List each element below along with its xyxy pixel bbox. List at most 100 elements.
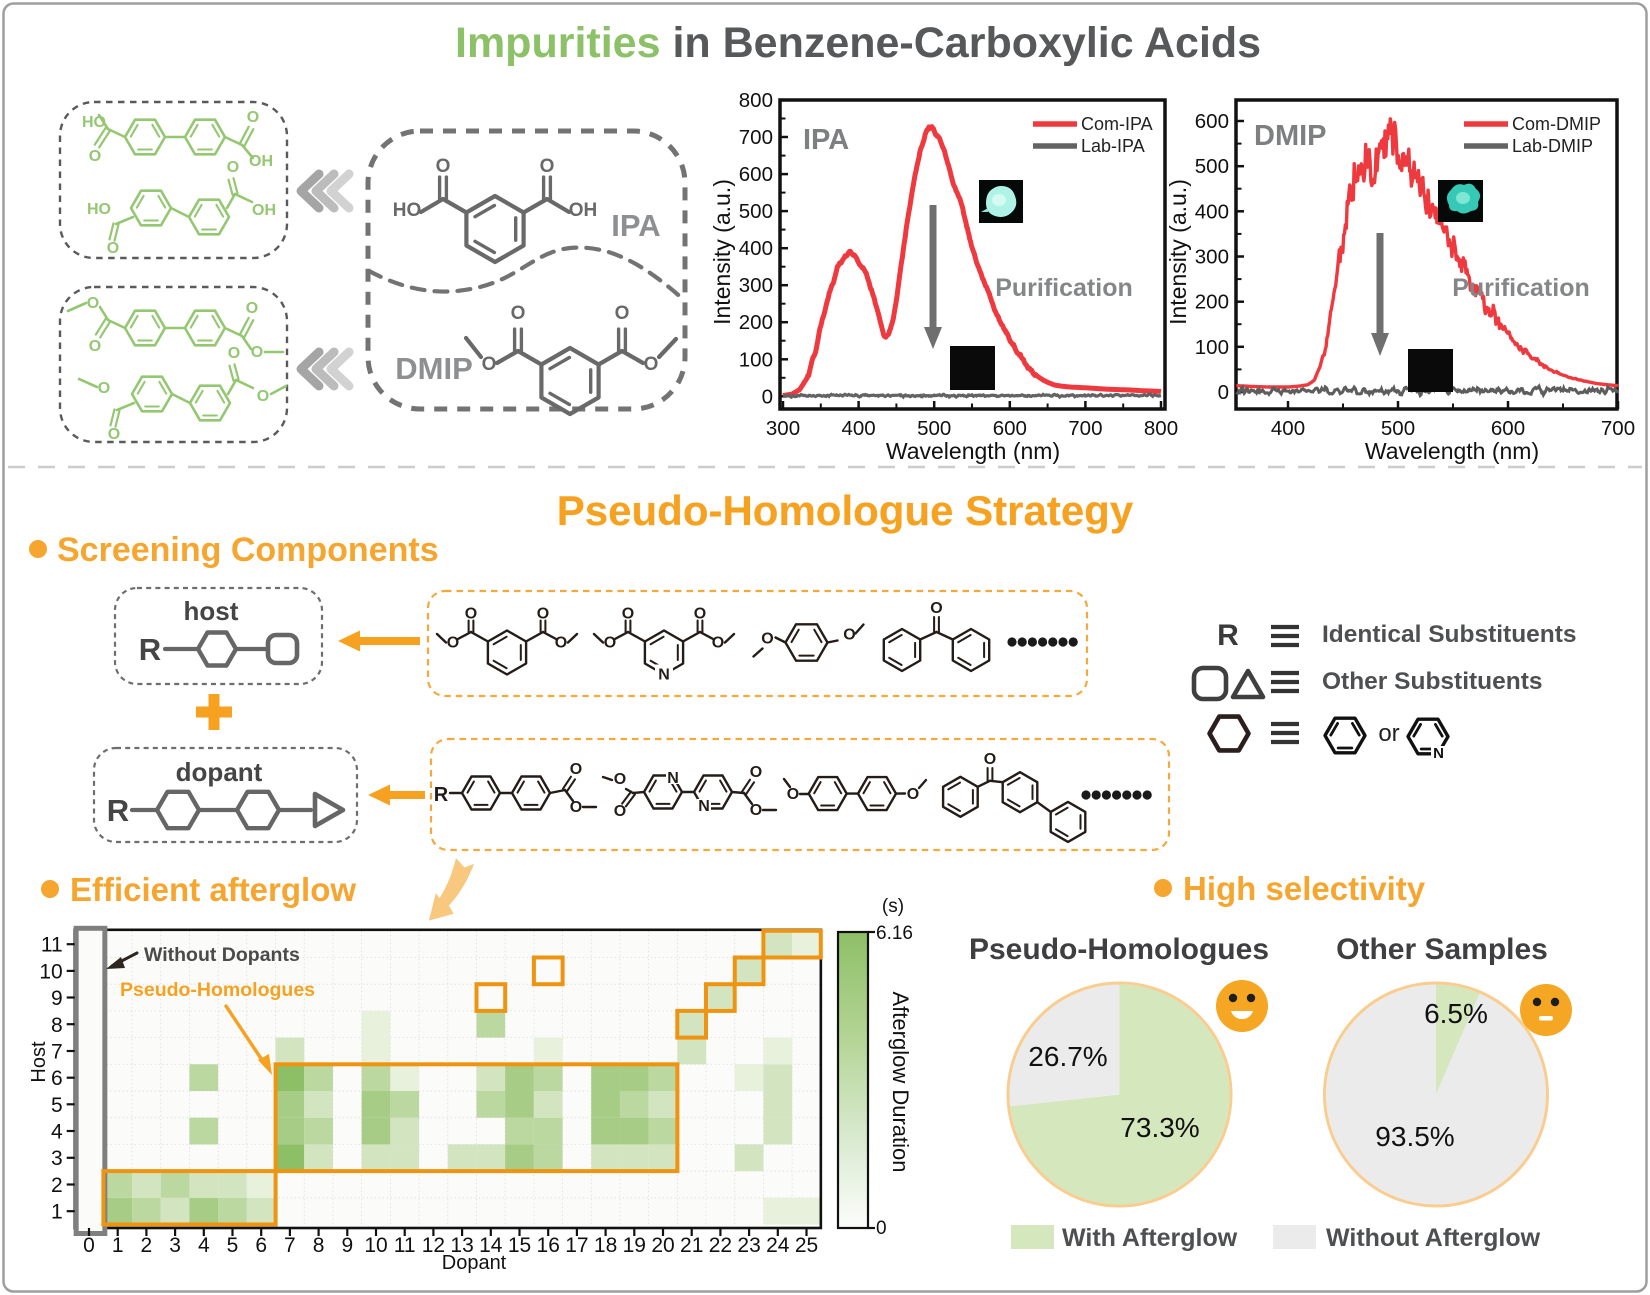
svg-text:11: 11 [394, 1234, 416, 1257]
svg-text:Without Dopants: Without Dopants [144, 944, 300, 966]
svg-text:N: N [667, 770, 679, 787]
svg-text:IPA: IPA [611, 208, 660, 243]
svg-text:O: O [107, 240, 119, 257]
svg-text:7: 7 [284, 1234, 296, 1257]
svg-text:100: 100 [1195, 336, 1229, 359]
svg-text:O: O [907, 786, 919, 803]
svg-text:200: 200 [1195, 291, 1229, 314]
svg-text:2: 2 [51, 1174, 63, 1197]
svg-text:O: O [644, 354, 659, 375]
svg-text:O: O [436, 156, 451, 177]
svg-text:7: 7 [51, 1041, 63, 1064]
svg-text:Dopant: Dopant [442, 1252, 507, 1274]
svg-text:Identical Substituents: Identical Substituents [1322, 621, 1577, 648]
svg-text:O: O [482, 354, 497, 375]
svg-text:0: 0 [876, 1218, 887, 1239]
svg-text:700: 700 [1068, 417, 1102, 440]
svg-text:Host: Host [28, 1041, 50, 1083]
svg-text:O: O [540, 156, 555, 177]
svg-text:73.3%: 73.3% [1120, 1112, 1199, 1143]
svg-text:O: O [89, 338, 101, 355]
svg-text:dopant: dopant [176, 757, 263, 787]
svg-text:O: O [465, 606, 477, 623]
svg-text:600: 600 [1195, 110, 1229, 133]
svg-text:4: 4 [51, 1121, 63, 1144]
svg-text:6.16: 6.16 [876, 923, 913, 944]
svg-text:OH: OH [252, 202, 276, 219]
svg-text:0: 0 [1218, 381, 1229, 404]
svg-text:13: 13 [450, 1234, 473, 1257]
svg-text:2: 2 [141, 1234, 153, 1257]
svg-text:N: N [698, 798, 710, 815]
svg-text:Impurities in Benzene-Carboxyl: Impurities in Benzene-Carboxylic Acids [455, 19, 1261, 67]
svg-text:1: 1 [51, 1201, 63, 1224]
svg-text:R: R [107, 793, 129, 828]
svg-text:O: O [570, 761, 582, 778]
svg-text:High selectivity: High selectivity [1183, 870, 1426, 907]
svg-text:18: 18 [594, 1234, 617, 1257]
svg-text:500: 500 [917, 417, 951, 440]
svg-text:600: 600 [739, 163, 773, 186]
svg-text:10: 10 [39, 960, 62, 983]
svg-text:Pseudo-Homologue Strategy: Pseudo-Homologue Strategy [557, 487, 1134, 534]
svg-text:Lab-DMIP: Lab-DMIP [1512, 136, 1593, 156]
svg-text:500: 500 [739, 200, 773, 223]
svg-text:O: O [604, 635, 616, 652]
svg-text:Efficient afterglow: Efficient afterglow [70, 871, 356, 908]
svg-text:O: O [984, 751, 996, 768]
svg-text:500: 500 [1381, 417, 1415, 440]
svg-text:600: 600 [993, 417, 1027, 440]
svg-text:DMIP: DMIP [1254, 120, 1327, 152]
svg-text:14: 14 [479, 1234, 503, 1257]
svg-text:3: 3 [169, 1234, 181, 1257]
svg-text:O: O [555, 635, 567, 652]
svg-text:19: 19 [623, 1234, 646, 1257]
svg-text:Pseudo-Homologues: Pseudo-Homologues [969, 933, 1269, 966]
svg-text:N: N [1433, 745, 1444, 762]
svg-text:O: O [750, 764, 762, 781]
svg-text:R: R [139, 632, 161, 667]
svg-text:O: O [787, 786, 799, 803]
svg-text:O: O [622, 606, 634, 623]
svg-text:100: 100 [739, 348, 773, 371]
svg-text:O: O [89, 148, 101, 165]
svg-text:700: 700 [739, 126, 773, 149]
svg-text:Other Substituents: Other Substituents [1322, 668, 1543, 695]
svg-text:8: 8 [313, 1234, 325, 1257]
svg-text:5: 5 [227, 1234, 239, 1257]
svg-text:(s): (s) [882, 896, 904, 917]
svg-text:O: O [750, 802, 762, 819]
svg-text:Com-IPA: Com-IPA [1081, 114, 1153, 134]
svg-text:20: 20 [651, 1234, 674, 1257]
svg-text:Screening Components: Screening Components [57, 531, 439, 569]
svg-text:17: 17 [565, 1234, 588, 1257]
svg-text:12: 12 [422, 1234, 445, 1257]
svg-text:9: 9 [51, 987, 63, 1010]
svg-text:300: 300 [766, 417, 800, 440]
svg-text:22: 22 [709, 1234, 732, 1257]
svg-text:HO: HO [87, 201, 111, 218]
svg-text:24: 24 [766, 1234, 790, 1257]
svg-text:O: O [694, 606, 706, 623]
svg-text:OH: OH [569, 200, 598, 221]
svg-text:500: 500 [1195, 155, 1229, 178]
svg-text:O: O [247, 109, 259, 126]
svg-text:O: O [614, 771, 626, 788]
svg-text:Other Samples: Other Samples [1336, 933, 1548, 966]
svg-text:O: O [98, 380, 110, 397]
svg-text:O: O [712, 635, 724, 652]
svg-text:Purification: Purification [1452, 274, 1590, 302]
svg-text:Intensity (a.u.): Intensity (a.u.) [1165, 179, 1191, 325]
svg-text:200: 200 [739, 311, 773, 334]
svg-text:0: 0 [762, 385, 773, 408]
svg-text:O: O [87, 295, 99, 312]
svg-text:Com-DMIP: Com-DMIP [1512, 114, 1601, 134]
svg-text:R: R [1217, 619, 1239, 652]
svg-text:Wavelength (nm): Wavelength (nm) [886, 438, 1060, 464]
svg-text:OH: OH [249, 153, 273, 170]
svg-text:R: R [434, 784, 449, 806]
svg-text:O: O [227, 159, 239, 176]
svg-text:O: O [511, 303, 526, 324]
svg-text:O: O [108, 426, 120, 443]
svg-text:O: O [615, 303, 630, 324]
